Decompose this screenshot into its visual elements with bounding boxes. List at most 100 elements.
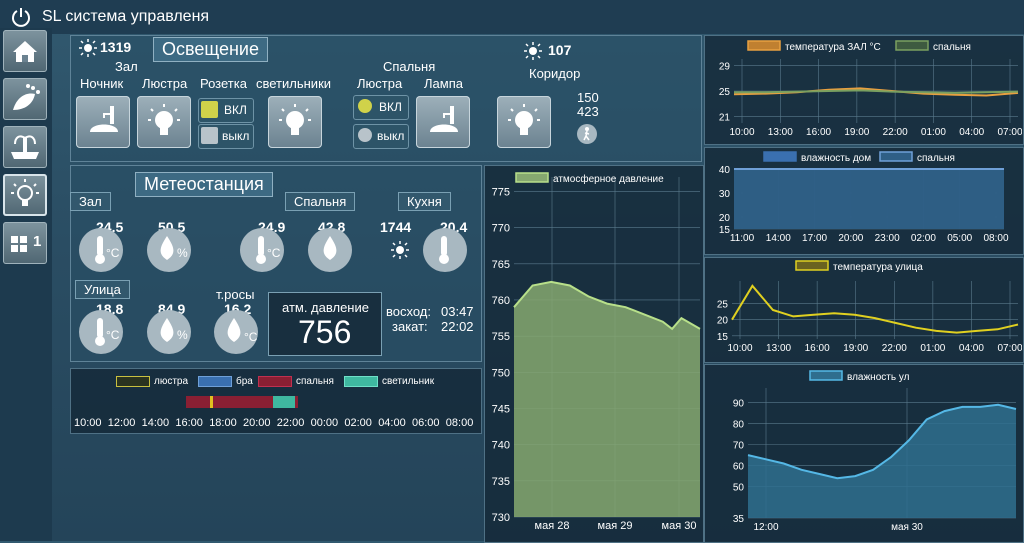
top-bar xyxy=(0,0,1024,34)
hall-humidity-icon: % xyxy=(147,228,191,272)
timeline-legend-2[interactable]: спальня xyxy=(258,376,334,387)
kitchen-lux: 1744 xyxy=(380,219,412,235)
y-tick-label: 745 xyxy=(492,403,510,415)
nightlight-button[interactable] xyxy=(76,96,130,148)
timeline-bar-lamp xyxy=(273,396,295,408)
sidebar-item-garden[interactable] xyxy=(3,78,47,120)
y-tick-label: 750 xyxy=(492,367,510,379)
meteo-kitchen-label: Кухня xyxy=(398,192,451,211)
x-tick-label: 19:00 xyxy=(843,343,868,354)
bedroom-lamp-button[interactable] xyxy=(416,96,470,148)
legend-entry-0-swatch xyxy=(809,370,843,381)
x-tick-label: 07:00 xyxy=(997,127,1022,138)
chandelier-icon xyxy=(358,128,372,142)
chandelier-icon xyxy=(358,99,372,113)
y-tick-label: 29 xyxy=(719,61,731,72)
x-tick-label: 12:00 xyxy=(753,522,778,533)
corridor-light-button[interactable] xyxy=(497,96,551,148)
meteo-title: Метеостанция xyxy=(135,172,273,197)
y-tick-label: 735 xyxy=(492,476,510,488)
x-tick-label: 04:00 xyxy=(959,343,984,354)
hall-label-nightlight: Ночник xyxy=(80,76,124,91)
legend-entry-0-swatch xyxy=(747,40,781,51)
meteo-street-label: Улица xyxy=(75,280,130,299)
hall-label-socket: Розетка xyxy=(200,76,247,91)
timeline-tick: 14:00 xyxy=(141,417,170,429)
socket-icon xyxy=(201,101,218,118)
y-tick-label: 15 xyxy=(719,225,731,236)
pressure-value: 756 xyxy=(298,314,352,350)
y-tick-label: 20 xyxy=(717,316,729,327)
sidebar-item-lighting[interactable] xyxy=(3,174,47,216)
bedroom-on-label: ВКЛ xyxy=(379,100,402,114)
street-temp-chart: 15 20 25 10:00 13:00 16:00 19:00 22:00 01:00 04:0… xyxy=(717,260,1022,354)
y-tick-label: 20 xyxy=(719,213,731,224)
lightbulb-icon xyxy=(148,104,180,135)
pressure-chart: 730 735 740 745 750 755 760 765 770 775 мая 28 мая … xyxy=(492,172,701,532)
legend-entry-1: спальня xyxy=(933,42,971,53)
y-tick-label: 760 xyxy=(492,295,510,307)
lighting-title: Освещение xyxy=(153,37,268,62)
y-tick-label: 35 xyxy=(733,514,745,525)
bedroom-label-chandelier: Люстра xyxy=(357,76,403,91)
socket-off-button[interactable]: выкл xyxy=(198,124,254,149)
socket-icon xyxy=(201,127,218,144)
series-area-0 xyxy=(514,281,700,517)
y-tick-label: 775 xyxy=(492,186,510,198)
x-tick-label: мая 29 xyxy=(598,520,633,532)
x-tick-label: 17:00 xyxy=(802,233,827,244)
legend-entry-0-swatch xyxy=(515,172,549,183)
timeline-tick: 12:00 xyxy=(107,417,136,429)
timeline-legend-0[interactable]: люстра xyxy=(116,376,188,387)
y-tick-label: 765 xyxy=(492,259,510,271)
x-tick-label: 10:00 xyxy=(727,343,752,354)
bedroom-chandelier-on-button[interactable]: ВКЛ xyxy=(353,95,409,120)
pressure-box xyxy=(268,292,382,356)
power-icon[interactable] xyxy=(10,6,32,28)
lightbulb-icon xyxy=(279,104,311,135)
timeline-tick: 02:00 xyxy=(344,417,372,429)
lamps-button[interactable] xyxy=(268,96,322,148)
socket-on-button[interactable]: ВКЛ xyxy=(198,98,254,123)
legend-entry-0: влажность дом xyxy=(801,153,871,164)
chandelier-button[interactable] xyxy=(137,96,191,148)
y-tick-label: 30 xyxy=(719,189,731,200)
wall-lamp-icon xyxy=(90,106,118,132)
kitchen-thermometer-icon xyxy=(423,228,467,272)
legend-entry-0: температура ЗАЛ °C xyxy=(785,42,881,53)
series-area-0 xyxy=(748,404,1016,518)
sidebar-item-fountain[interactable] xyxy=(3,126,47,168)
timeline-legend-3[interactable]: светильник xyxy=(344,376,434,387)
hall-label-lamps: светильники xyxy=(256,76,332,91)
sidebar-item-apps[interactable]: 1 xyxy=(3,222,47,264)
timeline-tick: 04:00 xyxy=(378,417,406,429)
dew-point-icon: °C xyxy=(214,310,258,354)
street-temp-chart-panel xyxy=(704,257,1024,363)
x-tick-label: 02:00 xyxy=(911,233,936,244)
street-thermometer-icon: °C xyxy=(79,310,123,354)
fountain-icon xyxy=(11,135,39,159)
y-tick-label: 740 xyxy=(492,440,510,452)
x-tick-label: 04:00 xyxy=(959,127,984,138)
hall-room-label: Зал xyxy=(115,59,138,74)
timeline-legend-1[interactable]: бра xyxy=(198,376,253,387)
legend-entry-0: атмосферное давление xyxy=(553,173,664,185)
sidebar-item-home[interactable] xyxy=(3,30,47,72)
bedroom-thermometer-icon: °C xyxy=(240,228,284,272)
x-tick-label: 16:00 xyxy=(806,127,831,138)
timeline-bar-chandelier xyxy=(210,396,213,408)
home-icon xyxy=(13,41,37,62)
legend-entry-0: влажность ул xyxy=(847,372,910,383)
x-tick-label: мая 28 xyxy=(535,520,570,532)
bedroom-chandelier-off-button[interactable]: выкл xyxy=(353,124,409,149)
sun-icon xyxy=(390,240,410,260)
motion-sensor-icon xyxy=(577,124,597,144)
legend-entry-1-swatch xyxy=(895,40,929,51)
corridor-value-2: 423 xyxy=(577,104,599,119)
corridor-value-1: 150 xyxy=(577,90,599,105)
meteo-bedroom-label: Спальня xyxy=(285,192,356,211)
y-tick-label: 50 xyxy=(733,483,745,494)
sunset-label: закат: xyxy=(392,319,428,334)
y-tick-label: 90 xyxy=(733,399,745,410)
y-tick-label: 25 xyxy=(717,300,729,311)
